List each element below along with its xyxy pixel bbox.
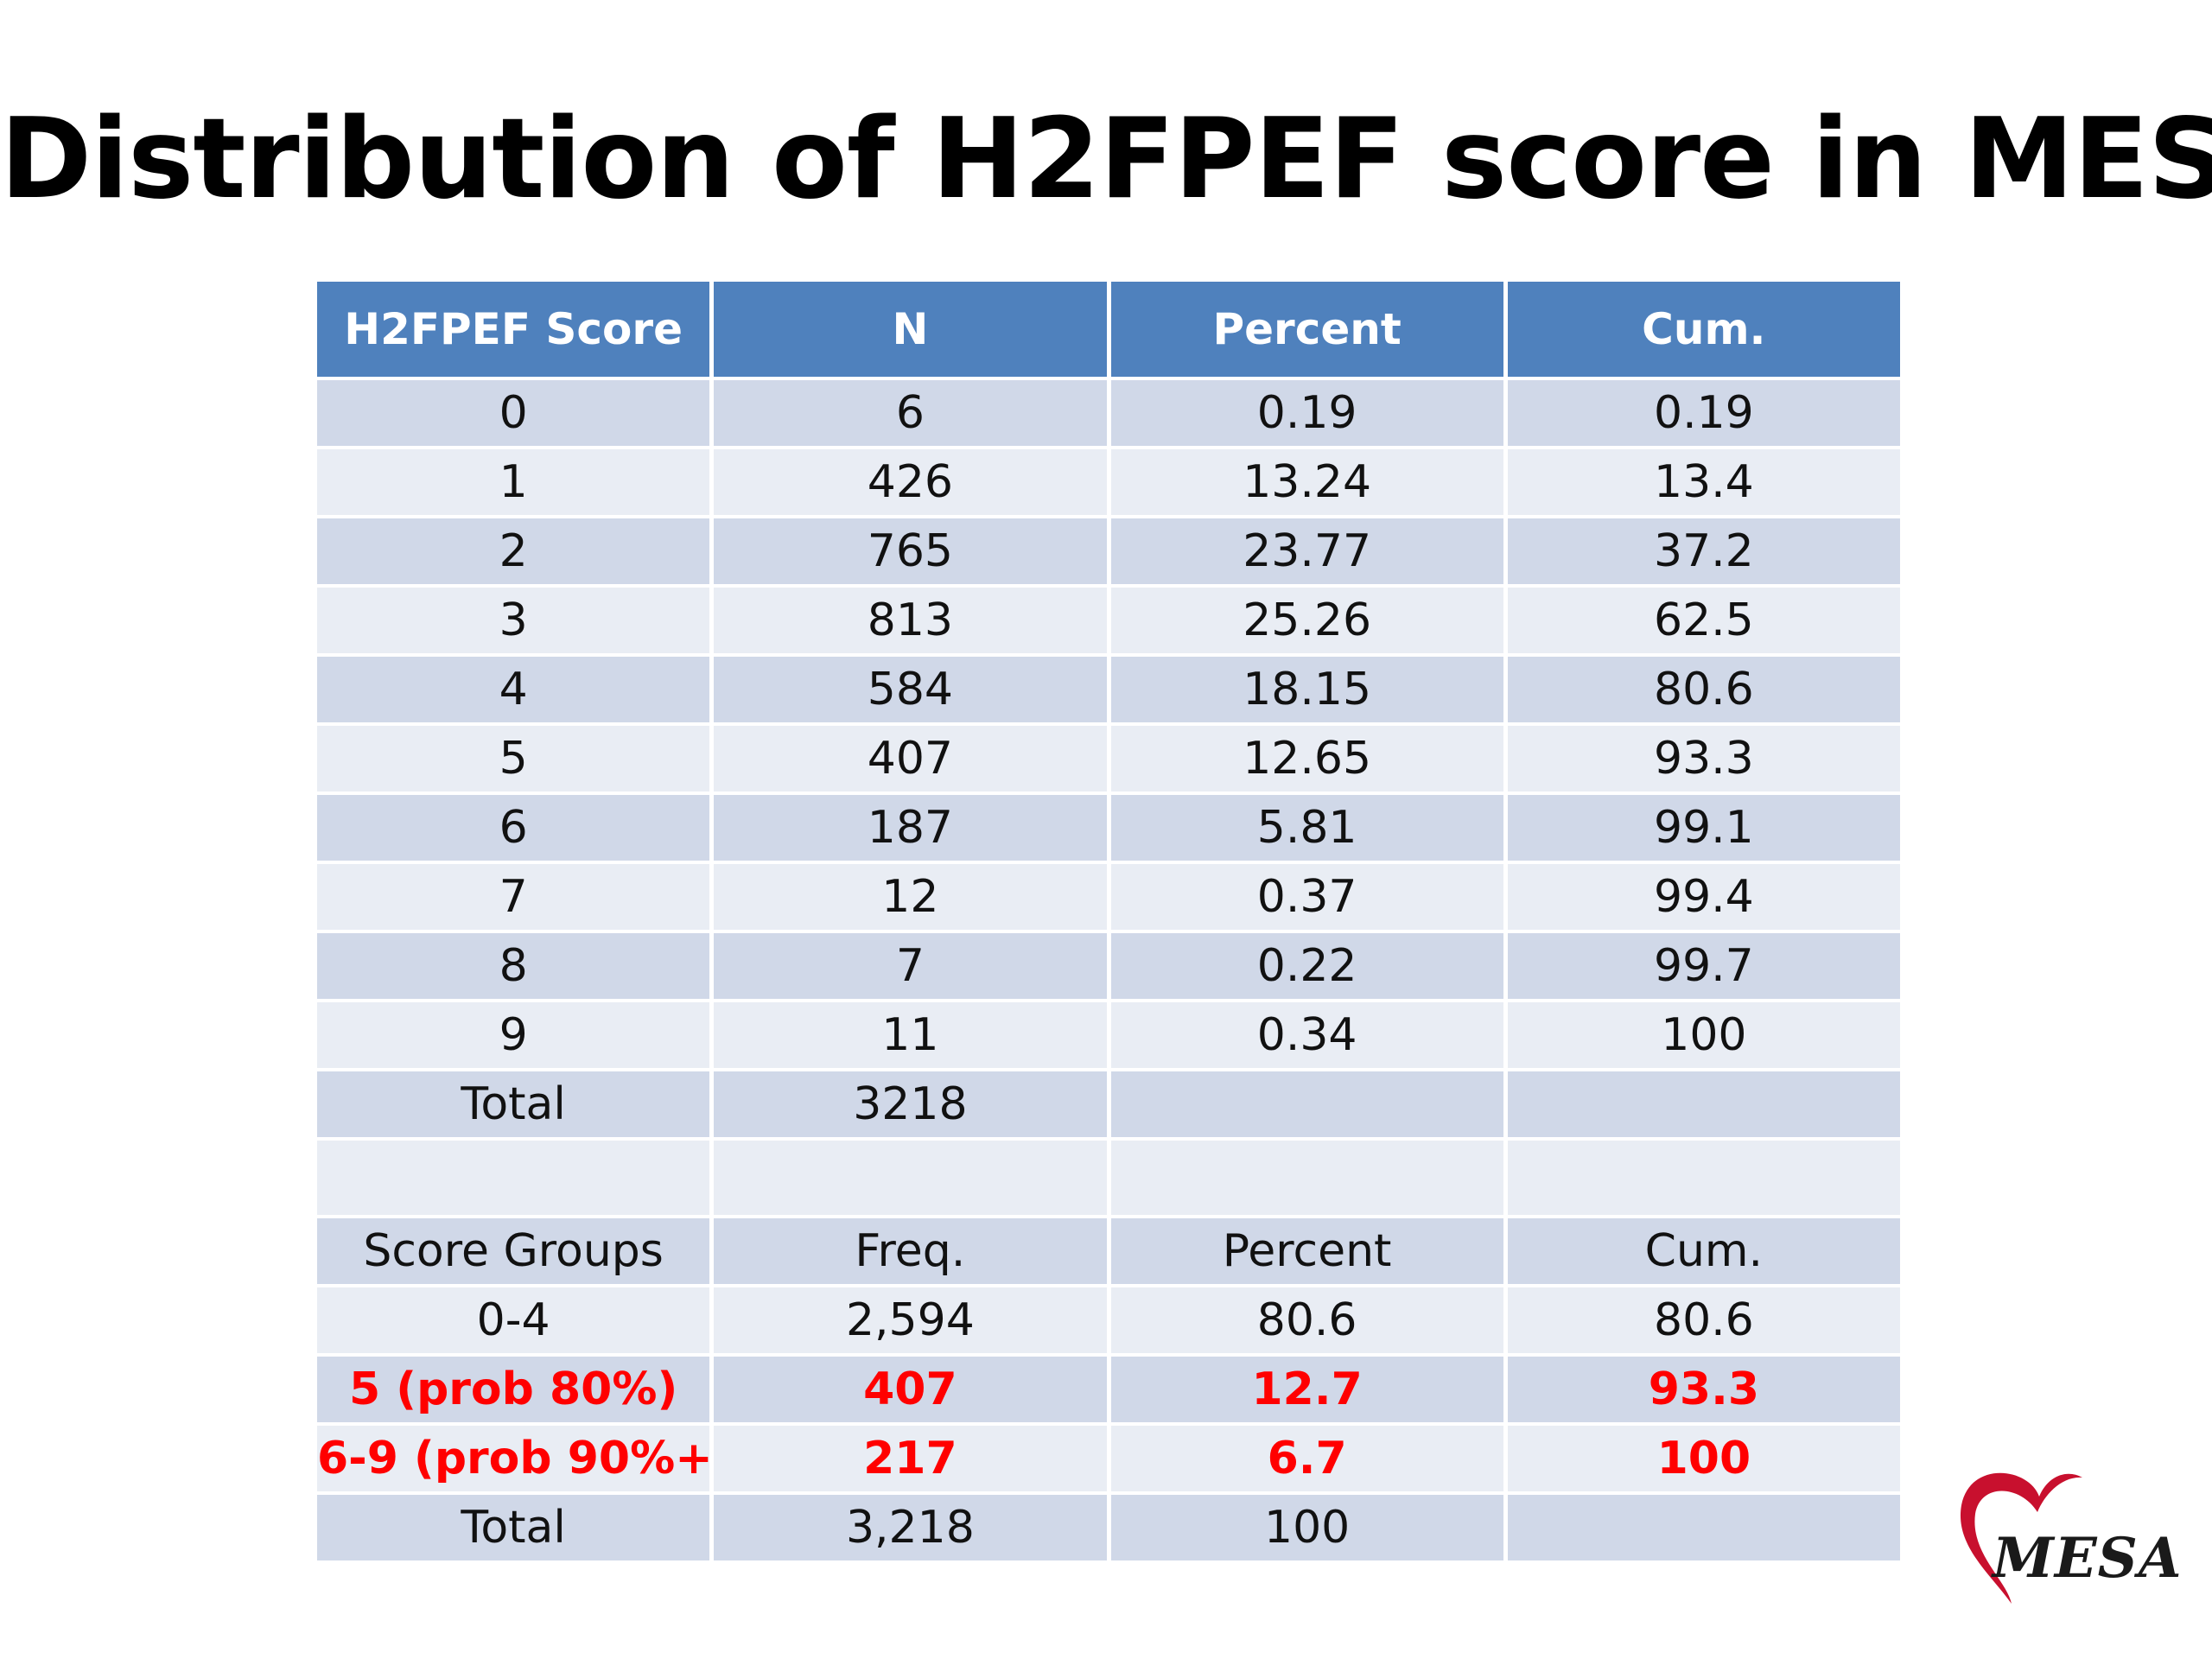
mesa-logo: MESA bbox=[1936, 1460, 2182, 1616]
cell: 4 bbox=[317, 657, 710, 722]
cell: 217 bbox=[714, 1426, 1107, 1491]
table-row: 4 584 18.15 80.6 bbox=[317, 657, 1900, 722]
cell: 37.2 bbox=[1507, 518, 1900, 584]
cell: Total bbox=[317, 1071, 710, 1137]
cell: 13.24 bbox=[1110, 449, 1503, 515]
cell: 11 bbox=[714, 1002, 1107, 1068]
cell: 3,218 bbox=[714, 1495, 1107, 1560]
cell: 0.19 bbox=[1507, 380, 1900, 446]
cell: 9 bbox=[317, 1002, 710, 1068]
cell: 80.6 bbox=[1507, 657, 1900, 722]
group-header-cum: Cum. bbox=[1507, 1218, 1900, 1284]
cell: 12.65 bbox=[1110, 726, 1503, 791]
cell: 6 bbox=[317, 795, 710, 861]
cell: 187 bbox=[714, 795, 1107, 861]
cell: 25.26 bbox=[1110, 588, 1503, 653]
total-row: Total 3218 bbox=[317, 1071, 1900, 1137]
cell: 100 bbox=[1507, 1426, 1900, 1491]
cell: 5.81 bbox=[1110, 795, 1503, 861]
header-percent: Percent bbox=[1110, 282, 1503, 377]
cell: 426 bbox=[714, 449, 1107, 515]
table-row: 1 426 13.24 13.4 bbox=[317, 449, 1900, 515]
group-header-percent: Percent bbox=[1110, 1218, 1503, 1284]
cell bbox=[1110, 1071, 1503, 1137]
cell: 99.4 bbox=[1507, 864, 1900, 930]
header-n: N bbox=[714, 282, 1107, 377]
cell: 93.3 bbox=[1507, 726, 1900, 791]
logo-text: MESA bbox=[1993, 1526, 2183, 1591]
group-header-freq: Freq. bbox=[714, 1218, 1107, 1284]
cell: 5 bbox=[317, 726, 710, 791]
cell: 0.34 bbox=[1110, 1002, 1503, 1068]
cell: 7 bbox=[714, 933, 1107, 999]
cell: 6-9 (prob 90%+) bbox=[317, 1426, 710, 1491]
distribution-table: H2FPEF Score N Percent Cum. 0 6 0.19 0.1… bbox=[313, 278, 1904, 1564]
cell: 23.77 bbox=[1110, 518, 1503, 584]
table-row: 2 765 23.77 37.2 bbox=[317, 518, 1900, 584]
cell: 407 bbox=[714, 1357, 1107, 1422]
empty-cell bbox=[1110, 1141, 1503, 1215]
table-header-row: H2FPEF Score N Percent Cum. bbox=[317, 282, 1900, 377]
group-row: 0-4 2,594 80.6 80.6 bbox=[317, 1287, 1900, 1353]
cell: 407 bbox=[714, 726, 1107, 791]
cell: 765 bbox=[714, 518, 1107, 584]
table-row: 6 187 5.81 99.1 bbox=[317, 795, 1900, 861]
heart-icon bbox=[1960, 1472, 2082, 1604]
cell: 6 bbox=[714, 380, 1107, 446]
cell: 93.3 bbox=[1507, 1357, 1900, 1422]
cell: 99.7 bbox=[1507, 933, 1900, 999]
cell: Total bbox=[317, 1495, 710, 1560]
cell bbox=[1507, 1071, 1900, 1137]
empty-cell bbox=[1507, 1141, 1900, 1215]
cell: 12 bbox=[714, 864, 1107, 930]
table-row: 0 6 0.19 0.19 bbox=[317, 380, 1900, 446]
cell: 0-4 bbox=[317, 1287, 710, 1353]
cell: 0 bbox=[317, 380, 710, 446]
table-row: 5 407 12.65 93.3 bbox=[317, 726, 1900, 791]
empty-cell bbox=[714, 1141, 1107, 1215]
group-row-highlight: 6-9 (prob 90%+) 217 6.7 100 bbox=[317, 1426, 1900, 1491]
group-header-row: Score Groups Freq. Percent Cum. bbox=[317, 1218, 1900, 1284]
slide-title: Distribution of H2FPEF score in MESA bbox=[0, 95, 2212, 224]
cell: 13.4 bbox=[1507, 449, 1900, 515]
cell: 100 bbox=[1110, 1495, 1503, 1560]
cell: 100 bbox=[1507, 1002, 1900, 1068]
cell: 1 bbox=[317, 449, 710, 515]
cell: 80.6 bbox=[1110, 1287, 1503, 1353]
cell: 3 bbox=[317, 588, 710, 653]
cell: 2 bbox=[317, 518, 710, 584]
cell: 80.6 bbox=[1507, 1287, 1900, 1353]
cell: 6.7 bbox=[1110, 1426, 1503, 1491]
cell: 813 bbox=[714, 588, 1107, 653]
cell: 8 bbox=[317, 933, 710, 999]
empty-cell bbox=[317, 1141, 710, 1215]
cell: 62.5 bbox=[1507, 588, 1900, 653]
group-total-row: Total 3,218 100 bbox=[317, 1495, 1900, 1560]
cell: 0.22 bbox=[1110, 933, 1503, 999]
table-row: 9 11 0.34 100 bbox=[317, 1002, 1900, 1068]
cell: 3218 bbox=[714, 1071, 1107, 1137]
group-row-highlight: 5 (prob 80%) 407 12.7 93.3 bbox=[317, 1357, 1900, 1422]
table-row: 8 7 0.22 99.7 bbox=[317, 933, 1900, 999]
cell: 99.1 bbox=[1507, 795, 1900, 861]
cell: 7 bbox=[317, 864, 710, 930]
cell: 584 bbox=[714, 657, 1107, 722]
table-row: 7 12 0.37 99.4 bbox=[317, 864, 1900, 930]
cell: 0.19 bbox=[1110, 380, 1503, 446]
header-score: H2FPEF Score bbox=[317, 282, 710, 377]
header-cum: Cum. bbox=[1507, 282, 1900, 377]
cell: 0.37 bbox=[1110, 864, 1503, 930]
table-row: 3 813 25.26 62.5 bbox=[317, 588, 1900, 653]
cell: 2,594 bbox=[714, 1287, 1107, 1353]
group-header-score: Score Groups bbox=[317, 1218, 710, 1284]
cell bbox=[1507, 1495, 1900, 1560]
cell: 5 (prob 80%) bbox=[317, 1357, 710, 1422]
spacer-row bbox=[317, 1141, 1900, 1215]
cell: 12.7 bbox=[1110, 1357, 1503, 1422]
cell: 18.15 bbox=[1110, 657, 1503, 722]
